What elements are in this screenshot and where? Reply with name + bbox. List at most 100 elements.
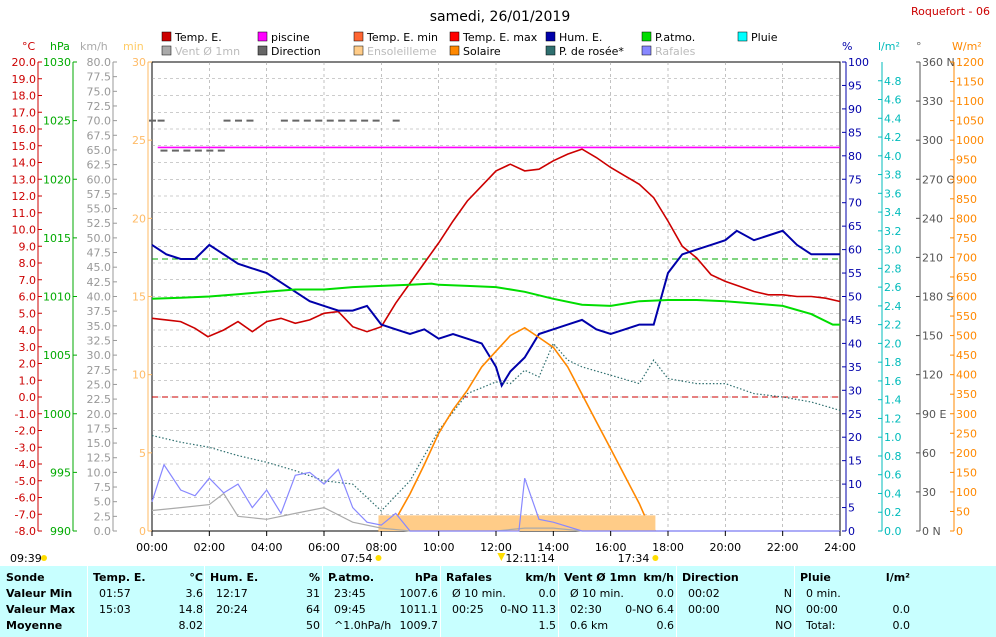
stats-separator	[322, 566, 323, 637]
unit-minutes: min	[123, 40, 144, 53]
legend-swatch	[737, 31, 748, 42]
stats-row-label: Moyenne	[6, 619, 63, 632]
rain-axis-tick-label: 4.6	[884, 94, 902, 107]
solar-axis-tick-label: 450	[956, 349, 977, 362]
stats-cell-value: 0.0	[538, 587, 557, 600]
wind-axis-tick-label: 30.0	[87, 349, 112, 362]
legend-swatch	[545, 45, 556, 56]
stats-header: Pluie l/m²	[800, 570, 910, 585]
unit-pressure: hPa	[50, 40, 70, 53]
sunset-label: 17:34	[618, 552, 650, 565]
unit-wind: km/h	[80, 40, 108, 53]
temp-axis-tick-label: -7.0	[15, 508, 36, 521]
stats-cell-value: 1009.7	[399, 619, 439, 632]
stats-row: 00:00 0.0	[800, 602, 910, 617]
legend-label: Vent Ø 1mn	[175, 45, 240, 58]
stats-row: NO	[682, 618, 792, 633]
temp-axis-tick-label: 7.0	[19, 274, 37, 287]
temp-axis-tick-label: 2.0	[19, 358, 37, 371]
stats-cell-value: 64	[306, 603, 320, 616]
weather-chart: samedi, 26/01/2019 Roquefort - 06 Temp. …	[10, 5, 990, 565]
wind-axis-tick-label: 27.5	[87, 364, 112, 377]
x-tick-label: 18:00	[652, 541, 684, 554]
direction-point	[303, 119, 311, 122]
temp-axis-tick-label: 4.0	[19, 324, 37, 337]
stats-header: Direction	[682, 570, 792, 585]
x-tick-label: 22:00	[767, 541, 799, 554]
stats-row: 01:57 3.6	[93, 586, 203, 601]
sunset-marker	[652, 555, 659, 561]
temp-axis-tick-label: 20.0	[12, 56, 37, 69]
stats-column: Hum. E.% 12:17 31 20:24 64 50	[210, 566, 320, 637]
solar-axis-tick-label: 0	[956, 525, 963, 538]
stats-row: 00:02 N	[682, 586, 792, 601]
solar-axis-tick-label: 1200	[956, 56, 984, 69]
series-p-de-ros-e	[151, 342, 841, 512]
stats-separator	[794, 566, 795, 637]
direction-axis-tick-label: 120	[922, 369, 943, 382]
direction-point	[246, 119, 254, 122]
solar-axis-tick-label: 100	[956, 486, 977, 499]
wind-axis-tick-label: 55.0	[87, 203, 112, 216]
legend-swatch	[257, 31, 268, 42]
stats-separator	[87, 566, 88, 637]
direction-axis-tick-label: 270 O	[922, 173, 955, 186]
direction-axis-tick-label: 60	[922, 447, 936, 460]
temp-axis-tick-label: 17.0	[12, 106, 37, 119]
stats-header-label: Pluie	[800, 571, 831, 584]
rain-axis-tick-label: 3.8	[884, 169, 902, 182]
stats-row: ^1.0hPa/h 1009.7	[328, 618, 438, 633]
wind-axis-tick-label: 5.0	[94, 496, 112, 509]
solar-axis-tick-label: 1150	[956, 76, 984, 89]
stats-header-label: Sonde	[6, 571, 45, 584]
stats-cell-time: 0 min.	[806, 587, 841, 600]
stats-cell-value: 8.02	[178, 619, 204, 632]
solar-axis-tick-label: 800	[956, 212, 977, 225]
stats-header-label: Temp. E.	[93, 571, 146, 584]
wind-axis-tick-label: 77.5	[87, 71, 112, 84]
solar-axis-tick-label: 250	[956, 427, 977, 440]
legend-swatch	[353, 45, 364, 56]
x-tick-label: 24:00	[824, 541, 856, 554]
minutes-axis-tick-label: 30	[132, 56, 146, 69]
stats-column: Sonde Valeur Min Valeur Max Moyenne	[6, 566, 91, 637]
legend-label: Rafales	[655, 45, 696, 58]
stats-cell-time: Ø 10 min.	[570, 587, 624, 600]
stats-separator	[558, 566, 559, 637]
direction-axis-tick-label: 330	[922, 95, 943, 108]
rain-axis-tick-label: 1.8	[884, 356, 902, 369]
direction-point	[338, 119, 346, 122]
solar-axis-tick-label: 500	[956, 330, 977, 343]
solar-axis-tick-label: 700	[956, 251, 977, 264]
series-p-atmo	[151, 282, 840, 326]
wind-axis-tick-label: 40.0	[87, 291, 112, 304]
pressure-axis-tick-label: 1010	[43, 291, 71, 304]
stats-header-unit: l/m²	[885, 571, 910, 584]
legend-label: Ensoleilleme	[367, 45, 437, 58]
wind-axis-tick-label: 60.0	[87, 173, 112, 186]
stats-cell-value: 0.0	[656, 587, 675, 600]
humidity-axis-tick-label: 70	[848, 197, 862, 210]
humidity-axis-tick-label: 65	[848, 220, 862, 233]
wind-axis-tick-label: 42.5	[87, 276, 112, 289]
stats-cell-time: 00:00	[806, 603, 838, 616]
legend-swatch	[449, 31, 460, 42]
pressure-axis-tick-label: 1020	[43, 173, 71, 186]
humidity-axis-tick-label: 80	[848, 150, 862, 163]
stats-header-unit: %	[308, 571, 320, 584]
grid	[151, 61, 841, 532]
stats-column: Rafales km/h Ø 10 min. 0.0 00:25 0-NO 11.3 1.5	[446, 566, 556, 637]
stats-header: P.atmo. hPa	[328, 570, 438, 585]
stats-cell-value: N	[783, 587, 792, 600]
direction-axis-tick-label: 300	[922, 134, 943, 147]
stats-cell-time: 0.6 km	[570, 619, 609, 632]
axis-unit-labels: °C hPa km/h min % l/m² ° W/m²	[22, 40, 982, 53]
x-tick-label: 04:00	[251, 541, 283, 554]
stats-header-label: P.atmo.	[328, 571, 375, 584]
solar-axis-tick-label: 650	[956, 271, 977, 284]
stats-cell-value: 1007.6	[399, 587, 439, 600]
stats-cell-time: 00:00	[688, 603, 720, 616]
series-rafales	[151, 463, 840, 532]
humidity-axis-tick-label: 15	[848, 455, 862, 468]
legend-label: Temp. E.	[174, 31, 222, 44]
